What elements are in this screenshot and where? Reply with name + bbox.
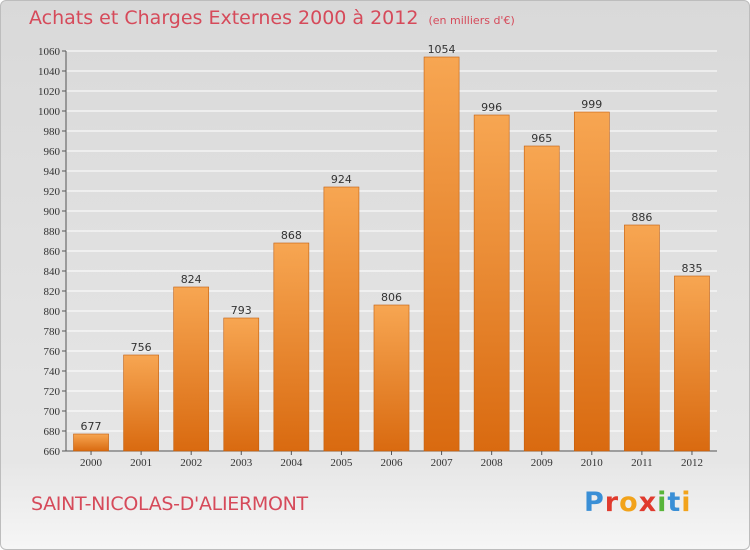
y-tick-label: 860 bbox=[44, 246, 61, 258]
bar bbox=[123, 354, 159, 452]
proxiti-logo: Proxiti bbox=[584, 487, 692, 518]
y-tick-label: 920 bbox=[44, 186, 61, 198]
y-tick-label: 800 bbox=[44, 306, 61, 318]
commune-name: SAINT-NICOLAS-D'ALIERMONT bbox=[31, 493, 308, 515]
logo-letter: i bbox=[657, 487, 668, 518]
data-label: 965 bbox=[531, 132, 552, 145]
y-tick-label: 1020 bbox=[38, 86, 61, 98]
bar bbox=[373, 304, 410, 452]
x-tick-label: 2004 bbox=[280, 457, 303, 469]
bar bbox=[73, 433, 109, 452]
x-tick-label: 2009 bbox=[531, 457, 554, 469]
x-tick-label: 2012 bbox=[681, 457, 703, 469]
logo-letter: i bbox=[681, 487, 692, 518]
logo-letter: P bbox=[584, 487, 605, 518]
data-label: 868 bbox=[281, 229, 302, 242]
data-label: 793 bbox=[231, 304, 252, 317]
x-tick-label: 2007 bbox=[431, 457, 454, 469]
data-label: 886 bbox=[631, 211, 652, 224]
y-tick-label: 980 bbox=[44, 126, 61, 138]
chart-title-block: Achats et Charges Externes 2000 à 2012 (e… bbox=[29, 7, 515, 29]
x-tick-label: 2005 bbox=[330, 457, 353, 469]
data-label: 835 bbox=[681, 262, 702, 275]
bar bbox=[173, 286, 210, 452]
bar bbox=[223, 317, 260, 452]
x-tick-label: 2001 bbox=[130, 457, 152, 469]
bar bbox=[523, 145, 560, 452]
data-label: 756 bbox=[131, 341, 152, 354]
chart-unit-note: (en milliers d'€) bbox=[428, 14, 515, 27]
logo-letter: t bbox=[667, 487, 682, 518]
y-tick-label: 700 bbox=[44, 406, 61, 418]
y-tick-label: 840 bbox=[44, 266, 61, 278]
bar bbox=[473, 114, 510, 452]
x-tick-label: 2000 bbox=[80, 457, 103, 469]
y-tick-label: 960 bbox=[44, 146, 61, 158]
data-label: 999 bbox=[581, 98, 602, 111]
bar bbox=[573, 111, 610, 452]
x-tick-label: 2010 bbox=[581, 457, 604, 469]
x-tick-label: 2002 bbox=[180, 457, 202, 469]
x-tick-label: 2011 bbox=[631, 457, 653, 469]
bar bbox=[273, 242, 310, 452]
bar bbox=[423, 56, 460, 452]
logo-letter: r bbox=[604, 487, 620, 518]
y-tick-label: 1060 bbox=[38, 46, 61, 58]
y-tick-label: 820 bbox=[44, 286, 61, 298]
data-label: 806 bbox=[381, 291, 402, 304]
y-tick-label: 1040 bbox=[38, 66, 61, 78]
y-tick-label: 760 bbox=[44, 346, 61, 358]
y-tick-label: 720 bbox=[44, 386, 61, 398]
data-label: 1054 bbox=[428, 43, 456, 56]
data-label: 996 bbox=[481, 101, 502, 114]
logo-letter: o bbox=[619, 487, 639, 518]
y-tick-label: 660 bbox=[44, 446, 61, 458]
y-tick-label: 740 bbox=[44, 366, 61, 378]
y-tick-label: 680 bbox=[44, 426, 61, 438]
data-label: 677 bbox=[81, 420, 102, 433]
data-label: 924 bbox=[331, 173, 352, 186]
x-tick-label: 2006 bbox=[381, 457, 404, 469]
y-tick-label: 880 bbox=[44, 226, 61, 238]
y-tick-label: 780 bbox=[44, 326, 61, 338]
bar bbox=[674, 275, 710, 452]
logo-letter: x bbox=[638, 487, 658, 518]
x-tick-label: 2003 bbox=[230, 457, 253, 469]
chart-title: Achats et Charges Externes 2000 à 2012 bbox=[29, 7, 419, 29]
y-tick-label: 900 bbox=[44, 206, 61, 218]
bar bbox=[323, 186, 360, 452]
x-tick-label: 2008 bbox=[481, 457, 504, 469]
data-label: 824 bbox=[181, 273, 202, 286]
y-tick-label: 940 bbox=[44, 166, 61, 178]
y-tick-label: 1000 bbox=[38, 106, 61, 118]
bar bbox=[624, 224, 660, 452]
